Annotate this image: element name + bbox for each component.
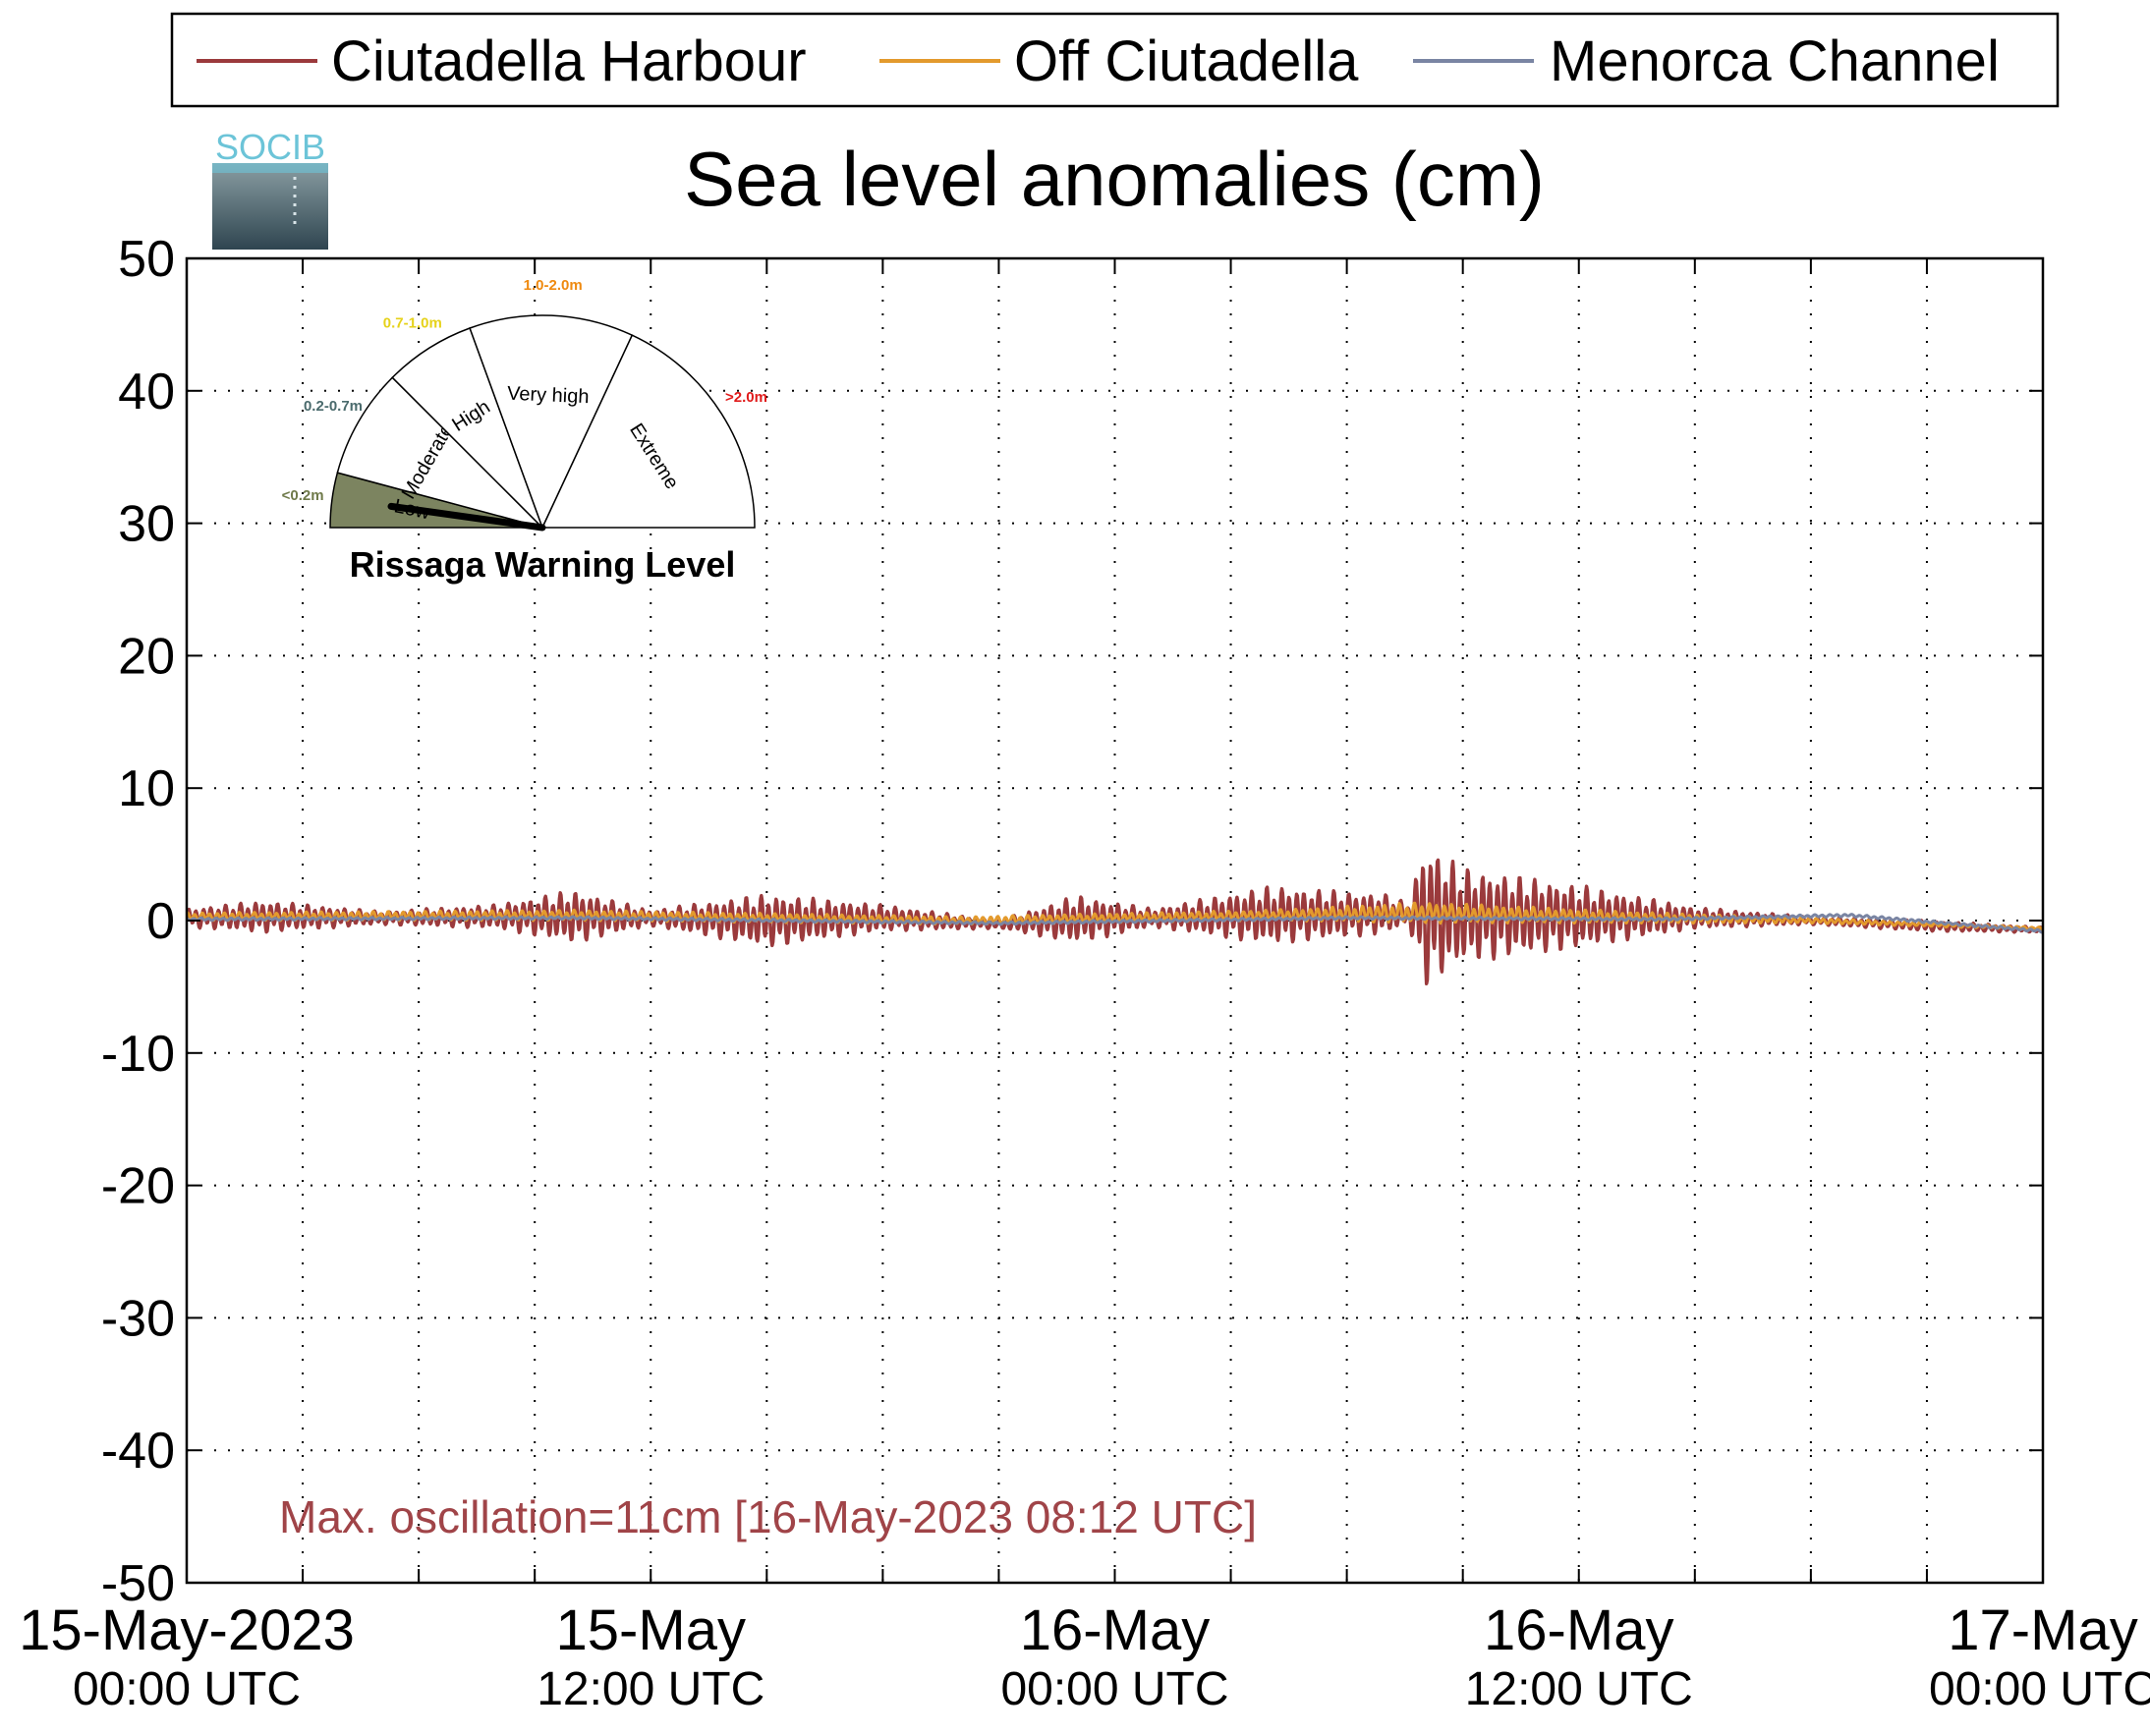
gauge-sector-label: Very high xyxy=(507,383,590,409)
x-tick-time: 00:00 UTC xyxy=(1000,1663,1228,1715)
series-line-menorca-channel xyxy=(187,913,2043,934)
x-tick-date: 16-May xyxy=(1020,1598,1210,1662)
legend-label-ciutadella-harbour: Ciutadella Harbour xyxy=(331,29,807,93)
gauge-title: Rissaga Warning Level xyxy=(350,544,736,585)
legend-label-off-ciutadella: Off Ciutadella xyxy=(1014,29,1359,93)
chart-title: Sea level anomalies (cm) xyxy=(684,136,1545,222)
max-oscillation-annotation: Max. oscillation=11cm [16-May-2023 08:12… xyxy=(279,1491,1257,1542)
y-tick-label: -20 xyxy=(101,1158,175,1215)
y-tick-label: -10 xyxy=(101,1026,175,1083)
legend-label-menorca-channel: Menorca Channel xyxy=(1550,29,2000,93)
logo-wordmark: SOCIB xyxy=(215,127,325,167)
x-tick-date: 15-May xyxy=(556,1598,746,1662)
x-tick-time: 12:00 UTC xyxy=(537,1663,764,1715)
gauge-needle xyxy=(387,502,546,532)
legend: Ciutadella Harbour Off Ciutadella Menorc… xyxy=(170,12,2060,108)
y-tick-label: 0 xyxy=(146,893,175,950)
y-tick-label: 10 xyxy=(118,760,175,817)
x-tick-time: 12:00 UTC xyxy=(1465,1663,1693,1715)
y-tick-label: -30 xyxy=(101,1290,175,1347)
socib-logo: SOCIB xyxy=(212,127,328,250)
x-tick-date: 17-May xyxy=(1948,1598,2137,1662)
y-tick-label: 40 xyxy=(118,364,175,420)
y-tick-label: 30 xyxy=(118,496,175,553)
x-tick-time: 00:00 UTC xyxy=(73,1663,301,1715)
gauge-range-label: 1.0-2.0m xyxy=(524,277,583,294)
y-tick-label: -50 xyxy=(101,1555,175,1612)
y-tick-label: 50 xyxy=(118,231,175,288)
gauge-sector-extreme xyxy=(540,334,756,529)
gauge-sector-moderate xyxy=(336,376,545,530)
gauge-range-label: 0.7-1.0m xyxy=(383,314,442,331)
x-tick-date: 15-May-2023 xyxy=(19,1598,355,1662)
x-tick-time: 00:00 UTC xyxy=(1929,1663,2150,1715)
gauge-range-label: >2.0m xyxy=(725,389,767,406)
gauge-range-label: <0.2m xyxy=(282,487,324,504)
y-tick-label: -40 xyxy=(101,1423,175,1480)
x-tick-date: 16-May xyxy=(1484,1598,1673,1662)
gauge-range-label: 0.2-0.7m xyxy=(304,398,363,415)
rissaga-gauge: Low<0.2mModerate0.2-0.7mHigh0.7-1.0mVery… xyxy=(282,277,767,585)
y-tick-label: 20 xyxy=(118,628,175,685)
series-group xyxy=(187,858,2043,986)
ticks: 50403020100-10-20-30-40-5015-May-202300:… xyxy=(19,231,2150,1715)
gauge-sector-very-high xyxy=(469,314,634,530)
